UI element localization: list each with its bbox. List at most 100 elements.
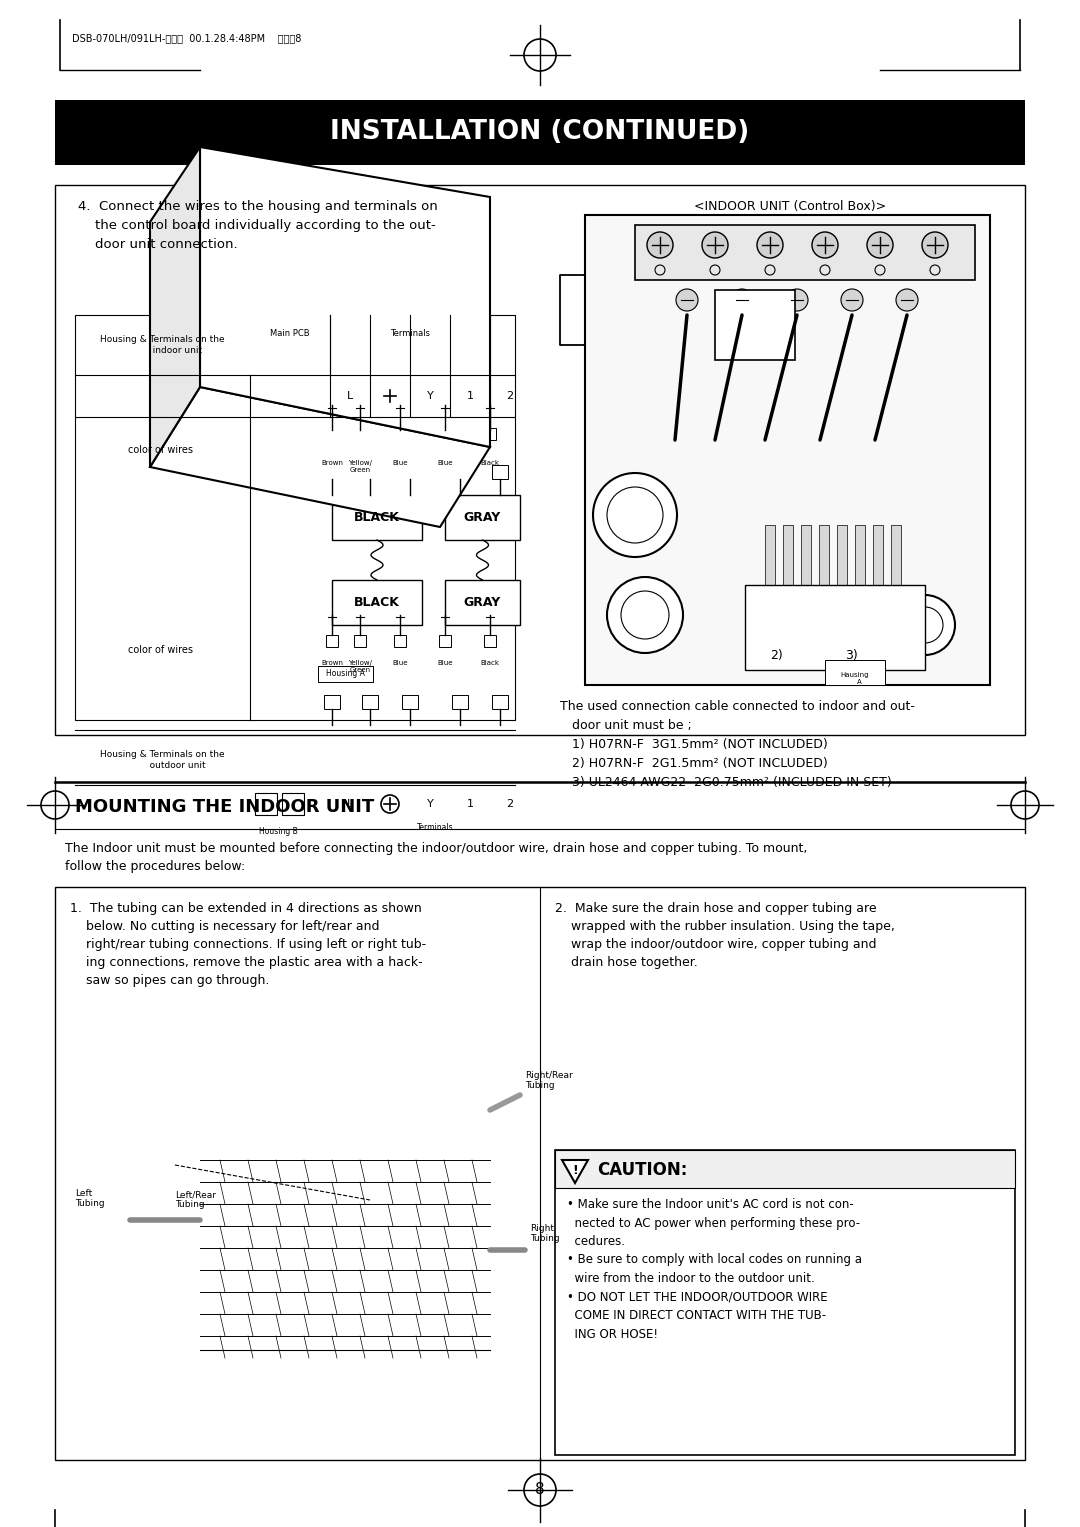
Text: Left/Rear
Tubing: Left/Rear Tubing — [175, 1190, 216, 1209]
Bar — [745, 585, 924, 670]
Bar — [324, 695, 340, 709]
Circle shape — [867, 232, 893, 258]
Circle shape — [731, 289, 753, 312]
Text: Housing & Terminals on the
           indoor unit: Housing & Terminals on the indoor unit — [99, 336, 225, 354]
Bar — [394, 428, 406, 440]
Bar — [819, 525, 829, 585]
Text: 8: 8 — [536, 1483, 544, 1498]
Text: Blue: Blue — [437, 660, 453, 666]
Bar — [326, 428, 338, 440]
Bar — [445, 495, 519, 541]
Text: Housing A: Housing A — [325, 669, 364, 678]
Text: 2.  Make sure the drain hose and copper tubing are
    wrapped with the rubber i: 2. Make sure the drain hose and copper t… — [555, 902, 895, 970]
Circle shape — [676, 289, 698, 312]
Bar — [282, 793, 303, 815]
Bar — [324, 466, 340, 479]
Text: <INDOOR UNIT (Control Box)>: <INDOOR UNIT (Control Box)> — [694, 200, 886, 212]
Text: Hausing
    A: Hausing A — [840, 672, 869, 686]
Circle shape — [812, 232, 838, 258]
Circle shape — [607, 577, 683, 654]
Circle shape — [757, 232, 783, 258]
Bar — [453, 466, 468, 479]
Text: Blue: Blue — [392, 660, 408, 666]
Bar — [332, 495, 422, 541]
Text: Blue: Blue — [437, 460, 453, 466]
Bar — [255, 793, 276, 815]
Polygon shape — [150, 386, 490, 527]
Polygon shape — [150, 147, 200, 467]
Text: DSB-070LH/091LH-규격용  00.1.28.4:48PM    페이지8: DSB-070LH/091LH-규격용 00.1.28.4:48PM 페이지8 — [72, 34, 301, 43]
Circle shape — [647, 232, 673, 258]
Text: Y: Y — [427, 391, 433, 402]
Bar — [783, 525, 793, 585]
Text: L: L — [347, 391, 353, 402]
Text: 2: 2 — [507, 391, 514, 402]
Text: Brown: Brown — [321, 460, 343, 466]
Text: Housing B: Housing B — [258, 828, 297, 835]
Bar — [438, 635, 451, 647]
Bar — [715, 290, 795, 360]
Text: Y: Y — [427, 799, 433, 809]
Circle shape — [702, 232, 728, 258]
Bar — [55, 99, 1025, 165]
Text: 3): 3) — [845, 649, 858, 661]
Bar — [837, 525, 847, 585]
Text: 4.  Connect the wires to the housing and terminals on
    the control board indi: 4. Connect the wires to the housing and … — [78, 200, 437, 250]
Bar — [326, 635, 338, 647]
Text: 2): 2) — [770, 649, 783, 661]
Text: CAUTION:: CAUTION: — [597, 1161, 687, 1179]
Text: Right
Tubing: Right Tubing — [530, 1223, 559, 1243]
Bar — [555, 1150, 1015, 1455]
Bar — [362, 695, 378, 709]
Bar — [438, 428, 451, 440]
Bar — [765, 525, 775, 585]
Bar — [873, 525, 883, 585]
Bar — [825, 660, 885, 686]
Bar — [332, 580, 422, 625]
Circle shape — [896, 289, 918, 312]
Text: Main PCB: Main PCB — [270, 328, 310, 337]
Polygon shape — [562, 1161, 588, 1183]
Text: 1: 1 — [467, 391, 473, 402]
Text: !: ! — [572, 1164, 578, 1176]
Bar — [555, 1150, 1015, 1188]
Text: Terminals: Terminals — [390, 328, 430, 337]
Text: INSTALLATION (CONTINUED): INSTALLATION (CONTINUED) — [330, 119, 750, 145]
Text: Left
Tubing: Left Tubing — [75, 1188, 105, 1208]
Bar — [55, 185, 1025, 734]
Text: Right/Rear
Tubing: Right/Rear Tubing — [525, 1070, 572, 1090]
Bar — [445, 580, 519, 625]
Text: color of wires: color of wires — [127, 644, 192, 655]
Bar — [492, 466, 508, 479]
Bar — [354, 635, 366, 647]
Text: 1: 1 — [467, 799, 473, 809]
Text: Yellow/
Green: Yellow/ Green — [348, 660, 372, 673]
Text: Brown: Brown — [321, 660, 343, 666]
Text: 2: 2 — [507, 799, 514, 809]
Bar — [354, 428, 366, 440]
Text: L: L — [347, 799, 353, 809]
Text: The Indoor unit must be mounted before connecting the indoor/outdoor wire, drain: The Indoor unit must be mounted before c… — [65, 841, 808, 873]
Text: 1.  The tubing can be extended in 4 directions as shown
    below. No cutting is: 1. The tubing can be extended in 4 direc… — [70, 902, 427, 986]
Bar — [453, 695, 468, 709]
Bar — [394, 635, 406, 647]
Circle shape — [922, 232, 948, 258]
Bar — [635, 224, 975, 279]
Text: MOUNTING THE INDOOR UNIT: MOUNTING THE INDOOR UNIT — [75, 799, 375, 815]
Text: Housing & Terminals on the
           outdoor unit: Housing & Terminals on the outdoor unit — [99, 750, 225, 770]
Circle shape — [593, 473, 677, 557]
Bar — [492, 695, 508, 709]
Text: GRAY: GRAY — [464, 512, 501, 524]
Bar — [585, 215, 990, 686]
Text: Black: Black — [481, 660, 499, 666]
Circle shape — [841, 289, 863, 312]
Text: Blue: Blue — [392, 460, 408, 466]
Bar — [855, 525, 865, 585]
Text: GRAY: GRAY — [464, 596, 501, 609]
Text: Black: Black — [481, 460, 499, 466]
Bar — [362, 466, 378, 479]
Text: color of wires: color of wires — [127, 444, 192, 455]
Text: The used connection cable connected to indoor and out-
   door unit must be ;
  : The used connection cable connected to i… — [561, 699, 915, 789]
Text: Terminals: Terminals — [417, 823, 454, 832]
Circle shape — [786, 289, 808, 312]
